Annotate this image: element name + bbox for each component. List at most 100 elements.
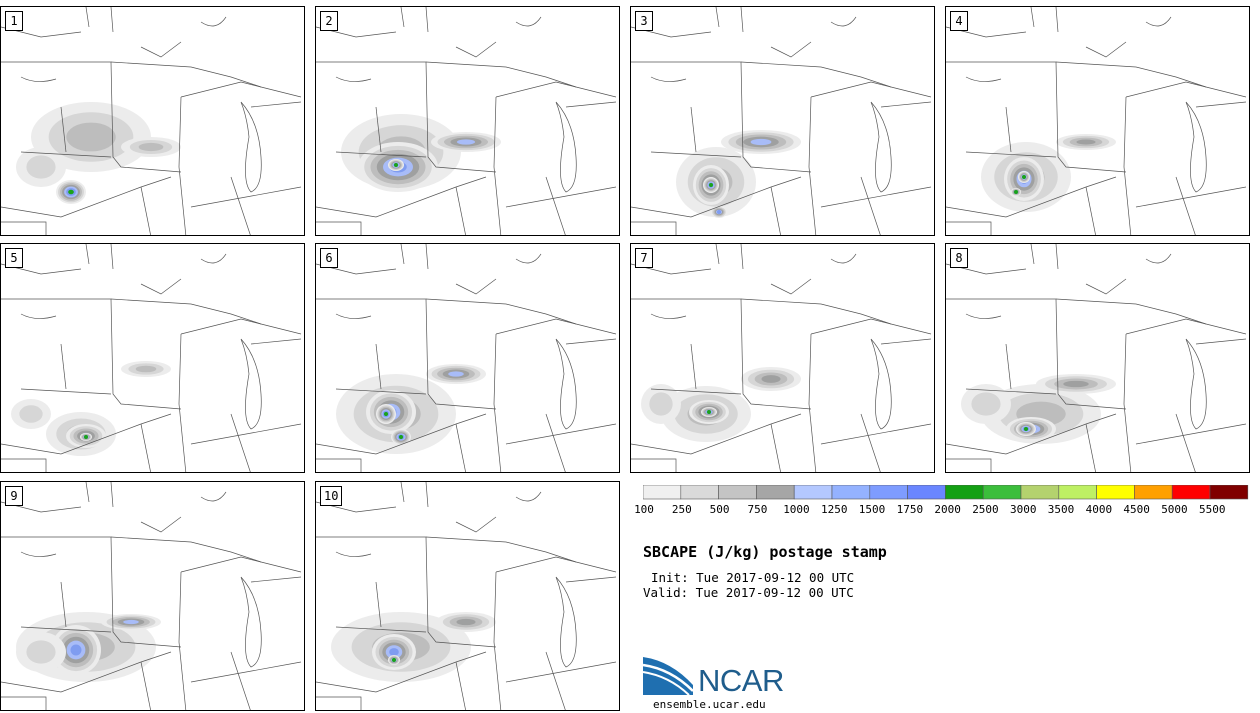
boundary-line [740, 298, 892, 325]
boundary-line [880, 101, 932, 108]
colorbar-swatch [907, 485, 946, 500]
boundary-line [1125, 318, 1247, 335]
boundary-line [631, 413, 802, 455]
colorbar-label: 4000 [1085, 503, 1113, 516]
colorbar-swatch [1209, 485, 1249, 500]
cape-contour [1024, 427, 1028, 431]
boundary-line [830, 253, 857, 264]
cape-map [946, 7, 1247, 235]
boundary-line [810, 81, 932, 98]
cape-contour [19, 405, 43, 423]
boundary-line [180, 81, 302, 98]
map-panel-3: 3 [630, 6, 935, 236]
boundary-line [545, 651, 566, 710]
cape-contour [70, 644, 82, 656]
boundary-line [1, 458, 47, 472]
cape-contour [26, 640, 56, 664]
boundary-line [1145, 253, 1172, 264]
boundary-line [1, 176, 172, 218]
colorbar-swatch [982, 485, 1022, 500]
boundary-line [1175, 176, 1196, 235]
boundary-line [505, 661, 617, 683]
boundary-line [140, 423, 151, 472]
boundary-line [240, 101, 262, 193]
boundary-line [20, 551, 57, 557]
boundary-line [860, 413, 881, 472]
boundary-line [230, 413, 251, 472]
cape-contour [26, 155, 56, 179]
boundary-line [375, 581, 382, 628]
boundary-line [200, 253, 227, 264]
boundary-line [870, 101, 892, 193]
boundary-line [455, 423, 466, 472]
boundary-line [770, 186, 781, 235]
cape-contour [750, 138, 772, 146]
cape-contour [123, 619, 139, 625]
cape-map [946, 244, 1247, 472]
cape-contour [1076, 139, 1096, 145]
boundary-line [316, 61, 497, 173]
colorbar-swatch [756, 485, 795, 500]
boundary-line [545, 413, 566, 472]
boundary-line [1, 221, 47, 235]
colorbar-label: 1000 [783, 503, 810, 516]
boundary-line [400, 244, 497, 295]
boundary-line [690, 106, 697, 153]
panel-number: 5 [5, 248, 23, 268]
boundary-line [946, 413, 1117, 455]
panel-number: 6 [320, 248, 338, 268]
boundary-line [1123, 96, 1132, 235]
colorbar-label: 2500 [972, 503, 999, 516]
boundary-line [1135, 186, 1247, 208]
boundary-line [1135, 423, 1247, 445]
init-time: Init: Tue 2017-09-12 00 UTC [651, 570, 855, 585]
map-panel-9: 9 [0, 481, 305, 711]
panel-number: 10 [320, 486, 343, 506]
boundary-line [631, 458, 677, 472]
cape-contour [709, 183, 713, 187]
boundary-line [650, 76, 687, 82]
boundary-line [1030, 7, 1127, 58]
boundary-line [946, 298, 1127, 410]
boundary-line [335, 551, 372, 557]
boundary-line [565, 101, 617, 108]
cape-map [631, 244, 932, 472]
cape-contour [456, 139, 476, 145]
boundary-line [493, 333, 502, 472]
boundary-line [1005, 106, 1012, 153]
valid-time: Valid: Tue 2017-09-12 00 UTC [643, 585, 854, 600]
boundary-line [1195, 101, 1247, 108]
colorbar-swatch [1020, 485, 1060, 500]
boundary-line [180, 318, 302, 335]
boundary-line [808, 96, 817, 235]
boundary-line [808, 333, 817, 472]
cape-contour [84, 435, 88, 439]
colorbar-swatch [680, 485, 719, 500]
boundary-line [400, 482, 497, 533]
boundary-line [1145, 16, 1172, 27]
cape-contour [384, 412, 388, 416]
boundary-line [770, 423, 781, 472]
boundary-line [1, 298, 182, 410]
boundary-line [85, 7, 182, 58]
boundary-line [240, 338, 262, 430]
boundary-line [20, 626, 112, 633]
boundary-line [1, 413, 172, 455]
colorbar-label: 500 [709, 503, 730, 516]
map-panel-1: 1 [0, 6, 305, 236]
boundary-line [965, 76, 1002, 82]
boundary-line [335, 626, 427, 633]
boundary-line [110, 61, 262, 88]
boundary-line [495, 318, 617, 335]
boundary-line [631, 176, 802, 218]
boundary-line [880, 338, 932, 345]
boundary-line [20, 313, 57, 319]
boundary-line [316, 536, 497, 648]
panel-number: 3 [635, 11, 653, 31]
colorbar-label: 5000 [1161, 503, 1188, 516]
boundary-line [1005, 343, 1012, 390]
boundary-line [375, 106, 382, 153]
boundary-line [740, 61, 892, 88]
colorbar-label: 250 [671, 503, 692, 516]
cape-map [316, 244, 617, 472]
